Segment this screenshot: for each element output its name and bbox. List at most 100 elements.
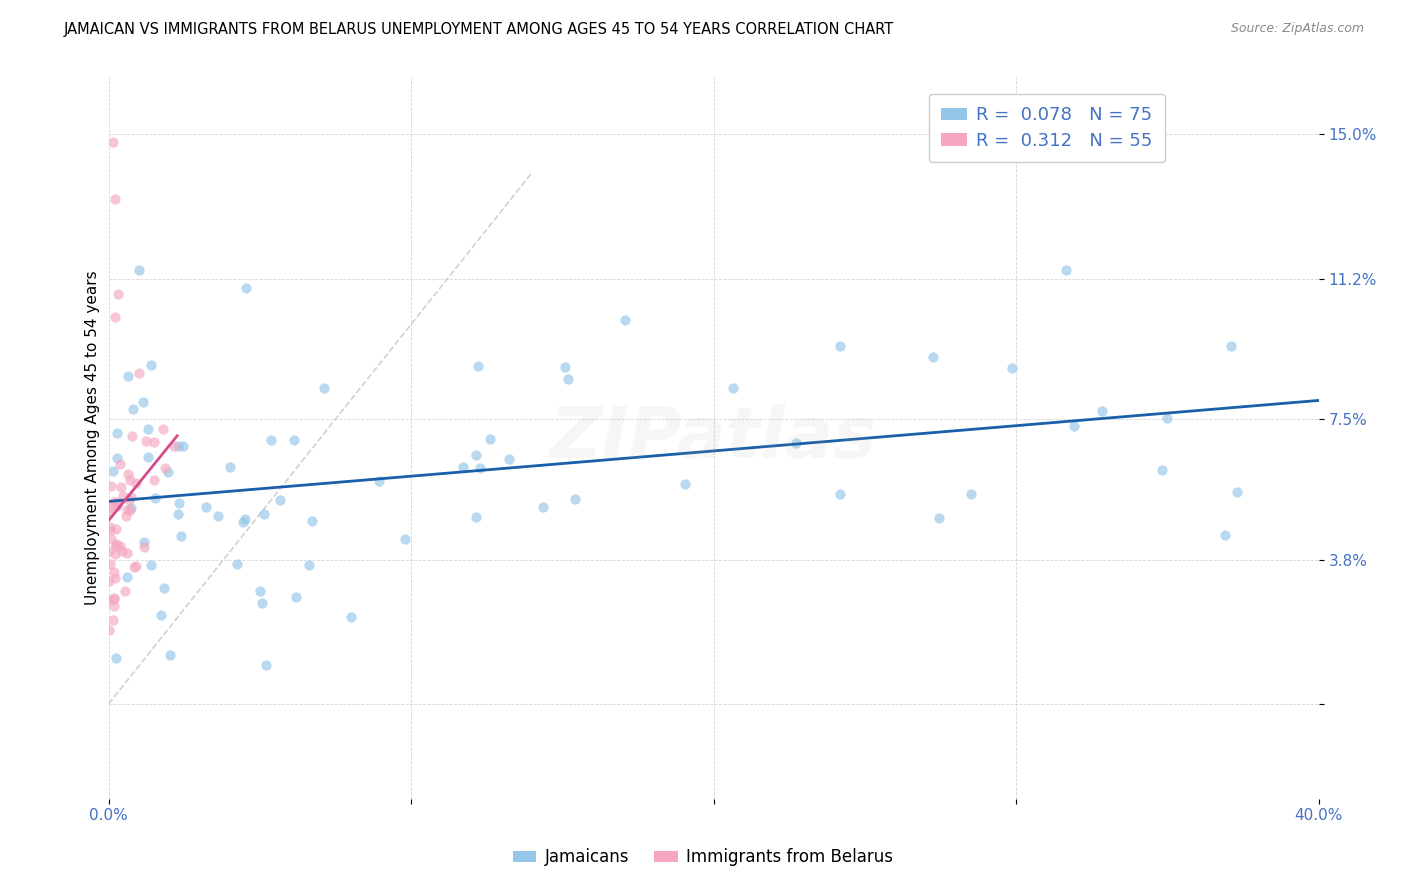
Point (1152, 463, 1174, 477)
Point (613, 313, 636, 327)
Point (115, 546, 138, 560)
Point (104, 571, 127, 585)
Point (103, 565, 125, 579)
Point (233, 512, 256, 526)
Point (100, 533, 122, 547)
Point (108, 457, 131, 471)
Point (110, 480, 132, 494)
Point (97, 574, 120, 589)
Point (114, 509, 136, 524)
Point (97, 593, 120, 607)
Point (260, 434, 283, 448)
Text: Source: ZipAtlas.com: Source: ZipAtlas.com (1230, 22, 1364, 36)
Point (1056, 263, 1078, 277)
Point (298, 558, 321, 573)
Point (121, 429, 143, 443)
Point (312, 381, 335, 395)
Point (117, 467, 139, 482)
Point (120, 490, 142, 504)
Point (104, 522, 127, 536)
Point (125, 558, 148, 573)
Point (103, 547, 125, 561)
Point (153, 582, 176, 596)
Text: ZIPatlas: ZIPatlas (550, 403, 877, 473)
Point (98, 544, 121, 558)
Point (132, 395, 155, 409)
Point (166, 507, 188, 521)
Point (110, 543, 132, 558)
Point (464, 510, 486, 524)
Point (97, 504, 120, 518)
Point (554, 359, 576, 374)
Y-axis label: Unemployment Among Ages 45 to 54 years: Unemployment Among Ages 45 to 54 years (86, 271, 100, 606)
Point (143, 491, 166, 505)
Point (149, 607, 172, 622)
Point (118, 473, 141, 487)
Point (143, 435, 166, 450)
Point (120, 503, 142, 517)
Point (785, 436, 807, 450)
Point (101, 135, 124, 149)
Point (103, 599, 125, 613)
Point (128, 366, 150, 380)
Point (922, 350, 945, 364)
Point (124, 475, 146, 490)
Point (283, 434, 305, 448)
Point (498, 451, 520, 466)
Point (367, 474, 389, 488)
Point (157, 466, 180, 480)
Point (136, 422, 159, 436)
Point (301, 514, 323, 528)
Point (143, 473, 166, 487)
Point (105, 495, 128, 509)
Point (159, 648, 181, 663)
Point (284, 590, 307, 604)
Legend: R =  0.078   N = 75, R =  0.312   N = 55: R = 0.078 N = 75, R = 0.312 N = 55 (928, 94, 1164, 162)
Point (467, 359, 489, 373)
Point (195, 500, 218, 514)
Point (104, 310, 127, 324)
Point (207, 509, 229, 524)
Point (169, 529, 191, 543)
Point (830, 339, 852, 353)
Point (232, 516, 254, 530)
Point (128, 263, 150, 277)
Point (98, 623, 121, 637)
Point (828, 487, 851, 501)
Point (531, 500, 554, 515)
Point (104, 192, 127, 206)
Point (1001, 361, 1024, 376)
Point (253, 507, 276, 521)
Point (121, 402, 143, 417)
Point (117, 503, 139, 517)
Point (169, 496, 191, 510)
Point (117, 369, 139, 384)
Point (394, 532, 416, 546)
Point (673, 477, 696, 491)
Point (1063, 419, 1085, 434)
Point (134, 534, 156, 549)
Point (163, 439, 186, 453)
Point (235, 280, 257, 294)
Point (166, 439, 188, 453)
Point (98, 520, 121, 534)
Point (103, 464, 125, 478)
Point (98, 557, 121, 571)
Point (105, 540, 128, 554)
Point (468, 461, 491, 475)
Point (136, 450, 159, 464)
Point (451, 459, 474, 474)
Point (114, 583, 136, 598)
Point (1091, 404, 1114, 418)
Point (115, 569, 138, 583)
Point (564, 492, 586, 507)
Point (101, 613, 124, 627)
Point (250, 596, 273, 610)
Point (249, 584, 271, 599)
Point (1220, 339, 1243, 353)
Point (98, 500, 121, 514)
Point (108, 540, 131, 554)
Point (1226, 485, 1249, 500)
Point (135, 434, 157, 448)
Point (269, 492, 291, 507)
